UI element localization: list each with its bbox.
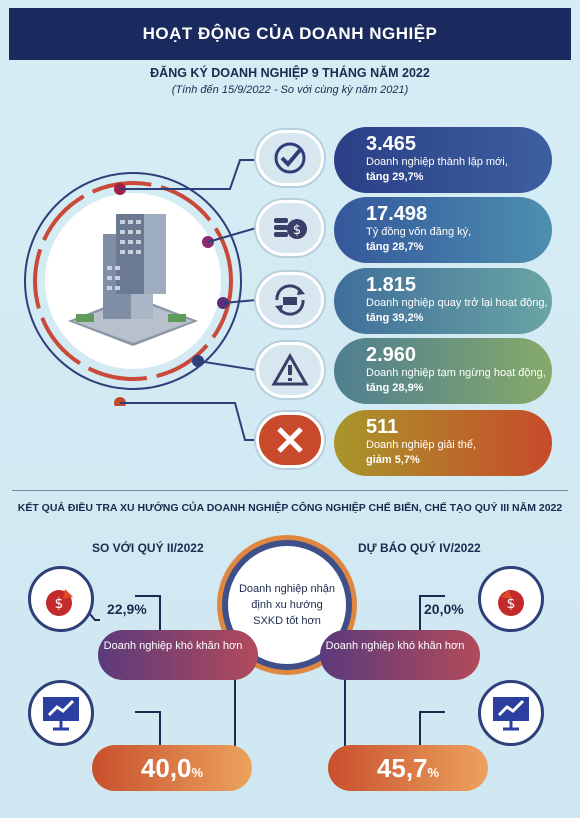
center-statement-text: Doanh nghiệp nhận định xu hướng SXKD tốt…	[238, 583, 336, 627]
stat-suspended-enterprises: 2.960 Doanh nghiệp tạm ngừng hoạt động, …	[334, 338, 552, 404]
right-better-value: 45,7%	[328, 745, 488, 791]
stat-registered-capital: 17.498 Tỷ đồng vốn đăng ký, tăng 28,7%	[334, 197, 552, 263]
left-hard-percent: 22,9%	[107, 601, 147, 617]
stat-label: Doanh nghiệp giải thể,	[366, 439, 477, 451]
left-hard-label-text: Doanh nghiệp khó khăn hơn	[103, 640, 243, 652]
right-column-title: DỰ BÁO QUÝ IV/2022	[358, 541, 481, 555]
factory-return-icon-box	[256, 272, 324, 328]
stat-value: 1.815	[366, 274, 417, 296]
right-hard-icon-circle: $	[478, 566, 544, 632]
warning-icon-box	[256, 342, 324, 398]
registration-heading: ĐĂNG KÝ DOANH NGHIỆP 9 THÁNG NĂM 2022	[150, 66, 430, 80]
factory-return-icon	[275, 284, 305, 316]
stat-value: 17.498	[366, 203, 428, 225]
right-better-icon-circle	[478, 680, 544, 746]
left-hard-label: Doanh nghiệp khó khăn hơn	[98, 630, 258, 680]
stat-label: Doanh nghiệp tạm ngừng hoạt động,	[366, 367, 546, 379]
section-divider	[12, 490, 568, 491]
right-hard-label: Doanh nghiệp khó khăn hơn	[320, 630, 480, 680]
left-hard-icon-circle: $	[28, 566, 94, 632]
chart-up-icon	[43, 697, 79, 731]
left-better-value: 40,0%	[92, 745, 252, 791]
stat-change: tăng 29,7%	[366, 171, 424, 183]
x-icon-box	[256, 412, 324, 468]
page-title: HOẠT ĐỘNG CỦA DOANH NGHIỆP	[142, 24, 438, 43]
right-hard-percent: 20,0%	[424, 601, 464, 617]
chart-up-icon	[493, 697, 529, 731]
coins-icon-box: $	[256, 200, 324, 256]
stat-label: Doanh nghiệp quay trở lại hoạt động,	[366, 297, 548, 309]
money-down-icon: $	[46, 581, 81, 616]
left-better-unit: %	[191, 765, 204, 780]
stat-change: tăng 39,2%	[366, 312, 424, 324]
checkmark-icon-box	[256, 130, 324, 186]
stat-value: 511	[366, 416, 399, 438]
survey-heading: KẾT QUẢ ĐIỀU TRA XU HƯỚNG CỦA DOANH NGHI…	[17, 502, 563, 514]
left-better-icon-circle	[28, 680, 94, 746]
stat-new-enterprises: 3.465 Doanh nghiệp thành lập mới, tăng 2…	[334, 127, 552, 193]
stat-dissolved-enterprises: 511 Doanh nghiệp giải thể, giảm 5,7%	[334, 410, 552, 476]
right-hard-label-text: Doanh nghiệp khó khăn hơn	[325, 640, 465, 652]
x-icon	[277, 427, 303, 453]
stat-change: giảm 5,7%	[366, 454, 420, 466]
svg-text:$: $	[55, 596, 64, 612]
registration-note: (Tính đến 15/9/2022 - So với cùng kỳ năm…	[171, 84, 409, 96]
right-better-number: 45,7	[376, 753, 428, 783]
svg-text:$: $	[507, 596, 516, 612]
building-illustration	[24, 172, 242, 406]
stat-value: 3.465	[366, 133, 417, 155]
stat-label: Tỷ đồng vốn đăng ký,	[366, 226, 472, 238]
stat-change: tăng 28,9%	[366, 382, 424, 394]
svg-text:$: $	[293, 223, 301, 238]
right-better-unit: %	[427, 765, 440, 780]
left-column-title: SO VỚI QUÝ II/2022	[92, 541, 204, 555]
stat-returned-enterprises: 1.815 Doanh nghiệp quay trở lại hoạt độn…	[334, 268, 552, 334]
stat-value: 2.960	[366, 344, 417, 366]
stat-change: tăng 28,7%	[366, 241, 424, 253]
money-down-icon: $	[493, 581, 524, 616]
checkmark-icon	[274, 142, 306, 174]
stat-label: Doanh nghiệp thành lập mới,	[366, 156, 508, 168]
coins-icon: $	[274, 218, 307, 239]
left-better-number: 40,0	[140, 753, 192, 783]
warning-icon	[271, 353, 309, 386]
title-bar: HOẠT ĐỘNG CỦA DOANH NGHIỆP	[9, 8, 571, 60]
